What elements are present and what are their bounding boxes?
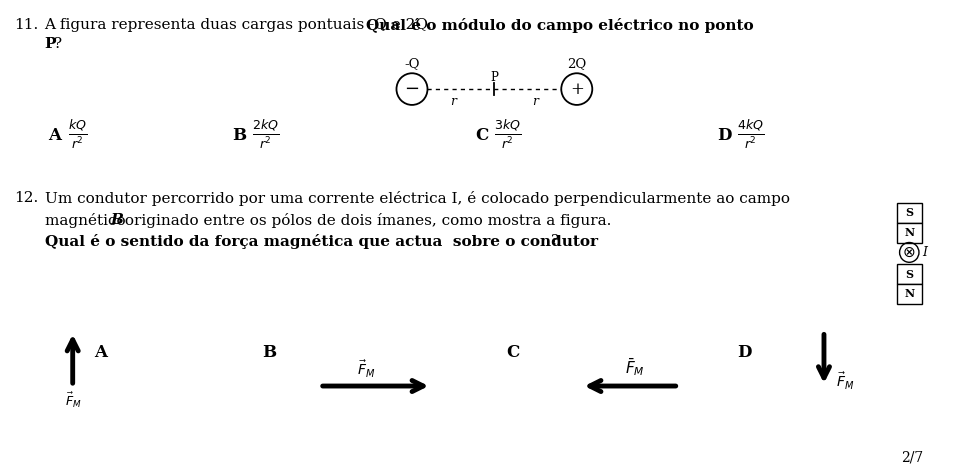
Text: B: B: [233, 127, 247, 144]
Text: I: I: [922, 246, 927, 259]
Text: S: S: [905, 269, 913, 280]
Text: 11.: 11.: [15, 18, 39, 32]
Text: magnético: magnético: [45, 213, 130, 228]
Text: P: P: [490, 71, 498, 84]
Text: D: D: [736, 345, 751, 361]
Text: $\frac{3kQ}{r^2}$: $\frac{3kQ}{r^2}$: [494, 119, 521, 151]
Text: A: A: [48, 127, 61, 144]
Text: $\frac{kQ}{r^2}$: $\frac{kQ}{r^2}$: [68, 119, 87, 151]
Text: $\frac{2kQ}{r^2}$: $\frac{2kQ}{r^2}$: [252, 119, 279, 151]
Text: $\frac{4kQ}{r^2}$: $\frac{4kQ}{r^2}$: [736, 119, 764, 151]
Text: $\vec{F}_M$: $\vec{F}_M$: [357, 359, 375, 380]
Text: Qual é o sentido da força magnética que actua  sobre o condutor: Qual é o sentido da força magnética que …: [45, 234, 598, 248]
Text: ?: ?: [54, 36, 62, 50]
Text: N: N: [904, 227, 915, 238]
Text: ?: ?: [550, 234, 559, 248]
Text: 12.: 12.: [15, 191, 39, 205]
Bar: [896, 264, 922, 284]
Bar: [896, 203, 922, 223]
Text: 2Q: 2Q: [567, 57, 586, 71]
Text: r: r: [451, 95, 456, 108]
Text: C: C: [506, 345, 519, 361]
Text: $\bar{F}_M$: $\bar{F}_M$: [625, 356, 644, 378]
Text: ⊗: ⊗: [903, 245, 916, 260]
Text: N: N: [904, 289, 915, 299]
Text: $\vec{F}_M$: $\vec{F}_M$: [835, 371, 854, 392]
Text: Um condutor percorrido por uma corrente eléctrica I, é colocado perpendicularmen: Um condutor percorrido por uma corrente …: [45, 191, 790, 206]
Text: C: C: [475, 127, 488, 144]
Text: 2/7: 2/7: [900, 450, 922, 464]
Text: $\vec{F}_M$: $\vec{F}_M$: [65, 391, 81, 410]
Text: P: P: [45, 36, 56, 50]
Text: −: −: [404, 80, 420, 98]
Text: B: B: [110, 213, 123, 227]
Text: D: D: [717, 127, 732, 144]
Bar: [896, 284, 922, 304]
Text: originado entre os pólos de dois ímanes, como mostra a figura.: originado entre os pólos de dois ímanes,…: [120, 213, 611, 228]
Text: A figura representa duas cargas pontuais -Q e 2Q.: A figura representa duas cargas pontuais…: [45, 18, 437, 32]
Text: +: +: [570, 81, 583, 98]
Text: S: S: [905, 207, 913, 218]
Bar: [896, 223, 922, 242]
Text: B: B: [262, 345, 276, 361]
Text: A: A: [94, 345, 107, 361]
Text: Qual é o módulo do campo eléctrico no ponto: Qual é o módulo do campo eléctrico no po…: [366, 18, 754, 33]
Text: -Q: -Q: [404, 57, 420, 71]
Text: r: r: [533, 95, 539, 108]
